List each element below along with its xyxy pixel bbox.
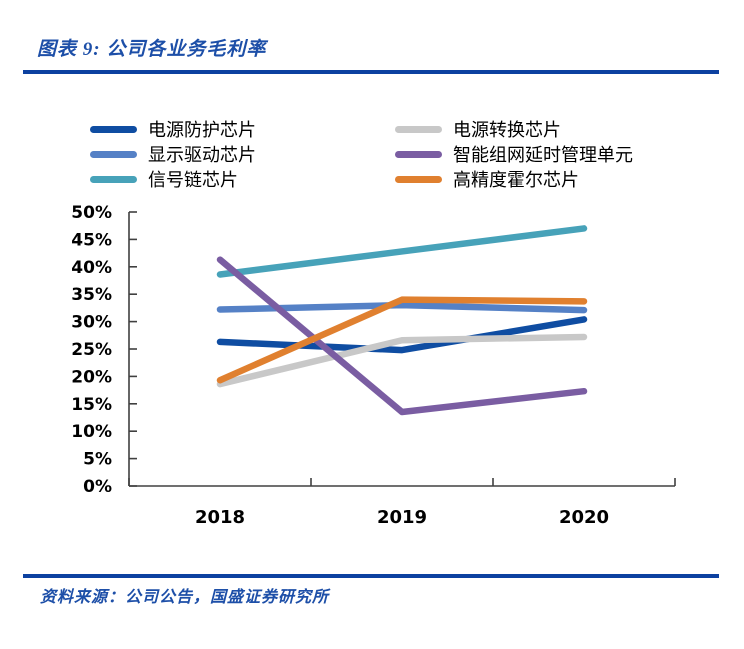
- y-tick-label: 20%: [71, 367, 112, 387]
- series-line-5: [216, 296, 588, 384]
- legend-swatch: [90, 151, 137, 158]
- legend-label: 电源转换芯片: [453, 119, 561, 140]
- legend-item: 电源防护芯片: [90, 117, 395, 142]
- legend-swatch: [90, 176, 137, 183]
- y-tick-label: 35%: [71, 285, 112, 305]
- y-tick-label: 45%: [71, 230, 112, 250]
- legend-label: 智能组网延时管理单元: [453, 144, 633, 165]
- y-tick-label: 0%: [83, 477, 112, 497]
- legend-item: 电源转换芯片: [395, 117, 633, 142]
- legend-item: 显示驱动芯片: [90, 142, 395, 167]
- figure-title: 图表 9: 公司各业务毛利率: [37, 39, 267, 60]
- x-tick-label: 2019: [377, 507, 427, 528]
- legend-item: 信号链芯片: [90, 167, 395, 192]
- series-line-0: [216, 316, 588, 354]
- y-tick-label: 40%: [71, 258, 112, 278]
- y-tick-label: 50%: [71, 203, 112, 223]
- legend-label: 电源防护芯片: [148, 119, 256, 140]
- y-tick-label: 5%: [83, 450, 112, 470]
- legend-item: 智能组网延时管理单元: [395, 142, 633, 167]
- legend-item: 高精度霍尔芯片: [395, 167, 633, 192]
- source-note: 资料来源：公司公告，国盛证券研究所: [40, 589, 330, 606]
- y-tick-label: 15%: [71, 395, 112, 415]
- legend-swatch: [395, 126, 442, 133]
- y-tick-label: 30%: [71, 313, 112, 333]
- y-tick-label: 10%: [71, 422, 112, 442]
- legend-label: 高精度霍尔芯片: [453, 169, 579, 190]
- footer-divider: [23, 574, 719, 578]
- legend-swatch: [395, 176, 442, 183]
- legend-label: 信号链芯片: [148, 169, 238, 190]
- y-tick-label: 25%: [71, 340, 112, 360]
- series-line-3: [216, 256, 588, 416]
- x-tick-label: 2018: [195, 507, 245, 528]
- series-line-4: [216, 225, 588, 278]
- legend-swatch: [395, 151, 442, 158]
- series-line-1: [216, 333, 588, 388]
- legend-label: 显示驱动芯片: [148, 144, 256, 165]
- x-tick-label: 2020: [559, 507, 609, 528]
- legend-swatch: [90, 126, 137, 133]
- chart-legend: 电源防护芯片 电源转换芯片显示驱动芯片 智能组网延时管理单元信号链芯片 高精度霍尔芯片: [90, 117, 633, 192]
- title-divider: [23, 70, 719, 74]
